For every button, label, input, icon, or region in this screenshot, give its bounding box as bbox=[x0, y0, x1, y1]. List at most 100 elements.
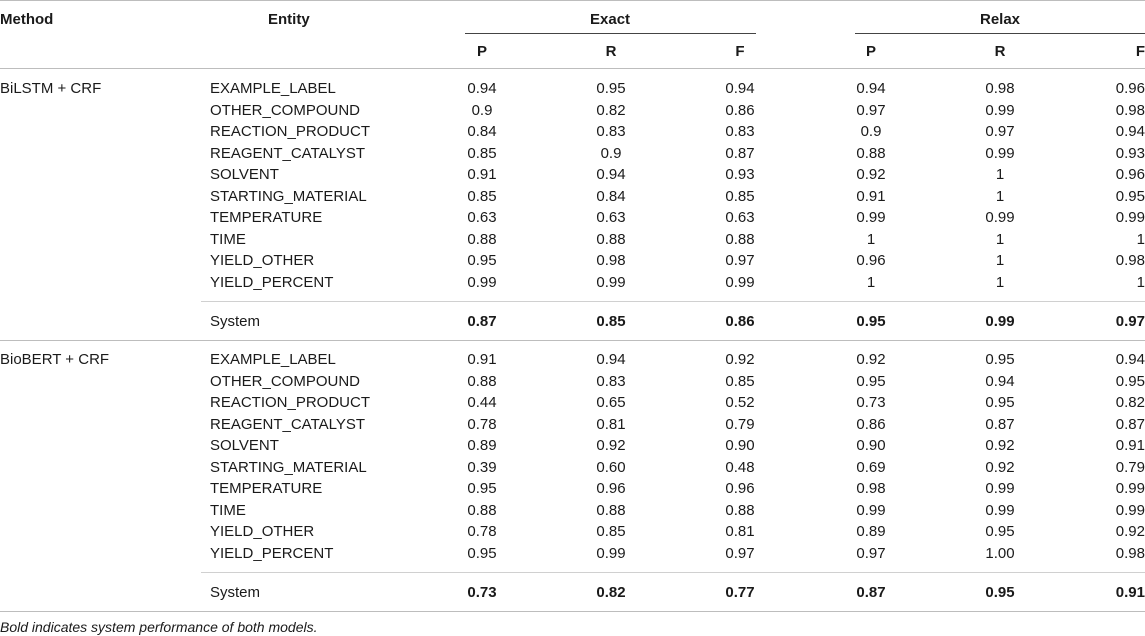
table-cell: 0.93 bbox=[725, 166, 755, 183]
table-cell: 0.85 bbox=[467, 145, 497, 162]
table-cell: 0.85 bbox=[725, 373, 755, 390]
table-cell: 0.85 bbox=[467, 188, 497, 205]
table-cell: 0.63 bbox=[467, 209, 497, 226]
table-cell: 0.95 bbox=[467, 480, 497, 497]
table-cell: 0.95 bbox=[1115, 188, 1145, 205]
table-cell: 0.88 bbox=[467, 502, 497, 519]
table-cell: 0.84 bbox=[596, 188, 626, 205]
rule-bottom bbox=[0, 611, 1145, 612]
table-cell: 0.97 bbox=[985, 123, 1015, 140]
table-cell: 0.86 bbox=[725, 102, 755, 119]
system-cell: 0.95 bbox=[856, 313, 886, 330]
table-cell: 0.92 bbox=[985, 459, 1015, 476]
table-cell: 1 bbox=[995, 231, 1005, 248]
table-cell: 0.99 bbox=[725, 274, 755, 291]
table-cell: 1 bbox=[1136, 231, 1145, 248]
table-cell: 0.88 bbox=[467, 231, 497, 248]
entity-label: YIELD_OTHER bbox=[210, 523, 315, 540]
sub-header-relax-r: R bbox=[994, 43, 1006, 60]
table-cell: 0.99 bbox=[1115, 209, 1145, 226]
table-cell: 0.91 bbox=[1115, 437, 1145, 454]
entity-label: STARTING_MATERIAL bbox=[210, 459, 367, 476]
table-cell: 0.85 bbox=[725, 188, 755, 205]
entity-label: YIELD_PERCENT bbox=[210, 545, 334, 562]
system-cell: 0.97 bbox=[1115, 313, 1145, 330]
table-cell: 0.87 bbox=[985, 416, 1015, 433]
table-cell: 0.39 bbox=[467, 459, 497, 476]
table-cell: 0.88 bbox=[596, 502, 626, 519]
sub-header-relax-p: P bbox=[865, 43, 876, 60]
table-cell: 0.88 bbox=[856, 145, 886, 162]
method-label: BioBERT + CRF bbox=[0, 351, 110, 368]
table-cell: 0.88 bbox=[725, 502, 755, 519]
table-cell: 0.69 bbox=[856, 459, 886, 476]
table-cell: 0.9 bbox=[600, 145, 622, 162]
table-cell: 0.91 bbox=[467, 166, 497, 183]
table-footnote: Bold indicates system performance of bot… bbox=[0, 619, 318, 635]
table-cell: 0.9 bbox=[860, 123, 882, 140]
table-cell: 0.78 bbox=[467, 416, 497, 433]
table-cell: 0.92 bbox=[985, 437, 1015, 454]
table-cell: 0.98 bbox=[1115, 252, 1145, 269]
table-cell: 0.89 bbox=[467, 437, 497, 454]
sub-header-relax-f: F bbox=[1135, 43, 1145, 60]
header-method: Method bbox=[0, 11, 54, 28]
table-cell: 0.79 bbox=[1115, 459, 1145, 476]
table-cell: 0.94 bbox=[725, 80, 755, 97]
exact-underline bbox=[465, 33, 756, 34]
table-cell: 0.95 bbox=[596, 80, 626, 97]
system-cell: 0.85 bbox=[596, 313, 626, 330]
table-cell: 0.95 bbox=[985, 394, 1015, 411]
table-cell: 0.60 bbox=[596, 459, 626, 476]
table-cell: 0.99 bbox=[467, 274, 497, 291]
header-exact: Exact bbox=[590, 11, 631, 28]
table-cell: 0.88 bbox=[725, 231, 755, 248]
system-cell: 0.91 bbox=[1115, 584, 1145, 601]
table-cell: 0.99 bbox=[596, 545, 626, 562]
header-entity: Entity bbox=[268, 11, 310, 28]
table-cell: 0.87 bbox=[725, 145, 755, 162]
entity-label: EXAMPLE_LABEL bbox=[210, 80, 336, 97]
table-cell: 1 bbox=[995, 166, 1005, 183]
table-cell: 0.83 bbox=[725, 123, 755, 140]
table-cell: 0.82 bbox=[1115, 394, 1145, 411]
entity-label: OTHER_COMPOUND bbox=[210, 102, 361, 119]
table-cell: 0.94 bbox=[985, 373, 1015, 390]
table-cell: 0.94 bbox=[1115, 123, 1145, 140]
sub-header-exact-r: R bbox=[605, 43, 617, 60]
table-cell: 0.81 bbox=[725, 523, 755, 540]
table-cell: 0.97 bbox=[725, 545, 755, 562]
entity-label: TEMPERATURE bbox=[210, 209, 323, 226]
table-cell: 1 bbox=[995, 274, 1005, 291]
table-cell: 0.92 bbox=[856, 166, 886, 183]
table-cell: 0.94 bbox=[596, 351, 626, 368]
table-cell: 0.97 bbox=[856, 545, 886, 562]
table-cell: 0.88 bbox=[596, 231, 626, 248]
entity-label: REAGENT_CATALYST bbox=[210, 416, 366, 433]
table-cell: 0.73 bbox=[856, 394, 886, 411]
table-cell: 0.65 bbox=[596, 394, 626, 411]
table-cell: 0.99 bbox=[596, 274, 626, 291]
table-cell: 0.84 bbox=[467, 123, 497, 140]
table-cell: 0.82 bbox=[596, 102, 626, 119]
system-cell: 0.87 bbox=[856, 584, 886, 601]
table-cell: 0.96 bbox=[725, 480, 755, 497]
table-cell: 0.92 bbox=[596, 437, 626, 454]
table-cell: 1 bbox=[995, 252, 1005, 269]
table-cell: 0.94 bbox=[467, 80, 497, 97]
entity-label: REAGENT_CATALYST bbox=[210, 145, 366, 162]
table-cell: 0.96 bbox=[596, 480, 626, 497]
table-cell: 0.81 bbox=[596, 416, 626, 433]
system-cell: 0.87 bbox=[467, 313, 497, 330]
table-cell: 1 bbox=[995, 188, 1005, 205]
entity-label: EXAMPLE_LABEL bbox=[210, 351, 336, 368]
entity-label: REACTION_PRODUCT bbox=[210, 123, 371, 140]
entity-label: TEMPERATURE bbox=[210, 480, 323, 497]
system-cell: 0.77 bbox=[725, 584, 755, 601]
sub-header-exact-f: F bbox=[735, 43, 745, 60]
table-cell: 0.79 bbox=[725, 416, 755, 433]
table-cell: 0.94 bbox=[1115, 351, 1145, 368]
table-cell: 0.95 bbox=[856, 373, 886, 390]
table-cell: 0.86 bbox=[856, 416, 886, 433]
table-cell: 0.97 bbox=[856, 102, 886, 119]
